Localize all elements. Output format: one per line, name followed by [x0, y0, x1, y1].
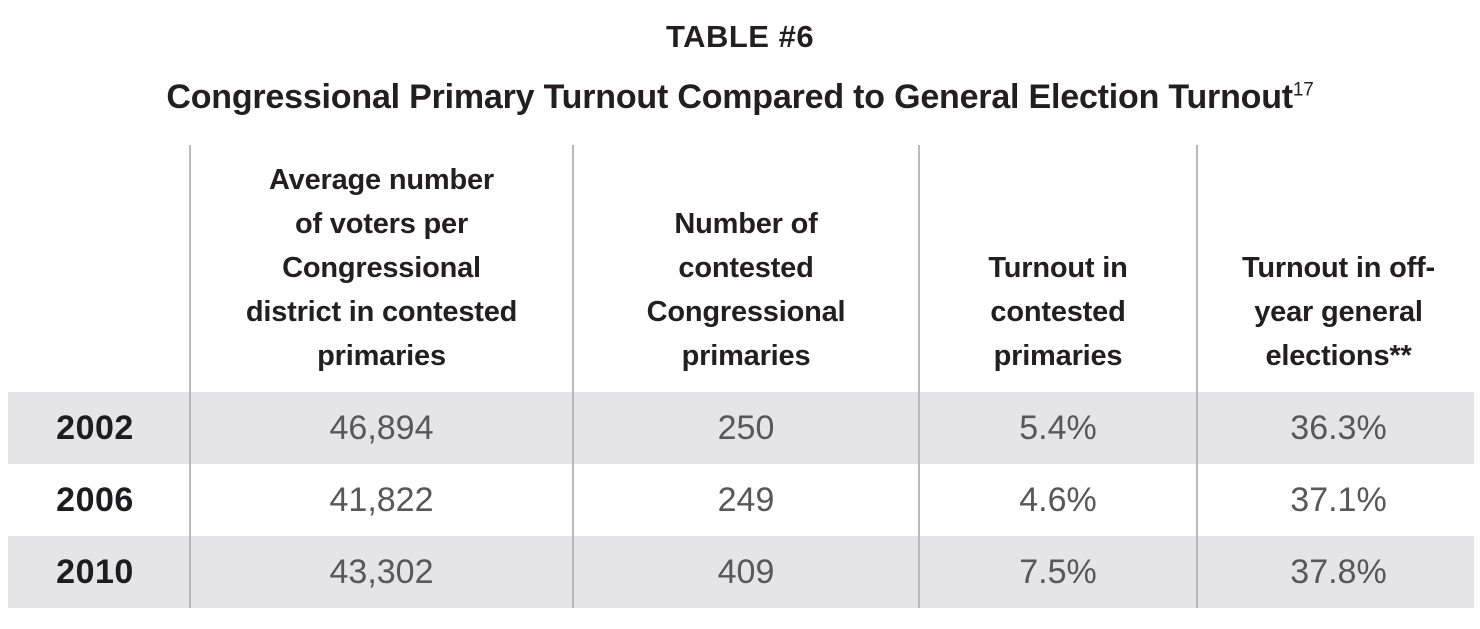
- column-divider: [918, 145, 920, 608]
- data-table: Average number of voters per Congression…: [0, 145, 1480, 608]
- value-cell: 43,302: [329, 552, 434, 591]
- column-divider: [189, 145, 191, 608]
- column-header-primary-turnout: Turnout in contested primaries: [988, 252, 1128, 372]
- value-cell: 249: [717, 480, 775, 519]
- value-cell: 4.6%: [1019, 480, 1097, 519]
- table-number-title: TABLE #6: [665, 19, 815, 54]
- corner-cell-empty: [0, 145, 190, 392]
- column-header-avg-voters-per-district: Average number of voters per Congression…: [245, 164, 518, 372]
- value-cell: 41,822: [329, 480, 434, 519]
- footnote-reference: 17: [1292, 79, 1314, 101]
- value-cell: 5.4%: [1019, 408, 1097, 447]
- row-year-label: 2002: [56, 408, 134, 447]
- column-header-contested-primaries-count: Number of contested Congressional primar…: [646, 208, 846, 372]
- value-cell: 37.1%: [1290, 480, 1387, 519]
- column-header-general-election-turnout: Turnout in off- year general elections**: [1242, 252, 1435, 372]
- row-year-label: 2006: [56, 480, 134, 519]
- row-year-label: 2010: [56, 552, 134, 591]
- value-cell: 37.8%: [1290, 552, 1387, 591]
- table-grid: Average number of voters per Congression…: [0, 145, 1480, 608]
- value-cell: 46,894: [329, 408, 434, 447]
- value-cell: 250: [717, 408, 775, 447]
- row-stripe-2010: [8, 536, 1474, 608]
- table-subtitle: Congressional Primary Turnout Compared t…: [0, 76, 1480, 118]
- column-divider: [1196, 145, 1198, 608]
- value-cell: 409: [717, 552, 775, 591]
- subtitle-text: Congressional Primary Turnout Compared t…: [166, 78, 1293, 116]
- value-cell: 36.3%: [1290, 408, 1387, 447]
- column-divider: [572, 145, 574, 608]
- row-stripe-2002: [8, 392, 1474, 464]
- value-cell: 7.5%: [1019, 552, 1097, 591]
